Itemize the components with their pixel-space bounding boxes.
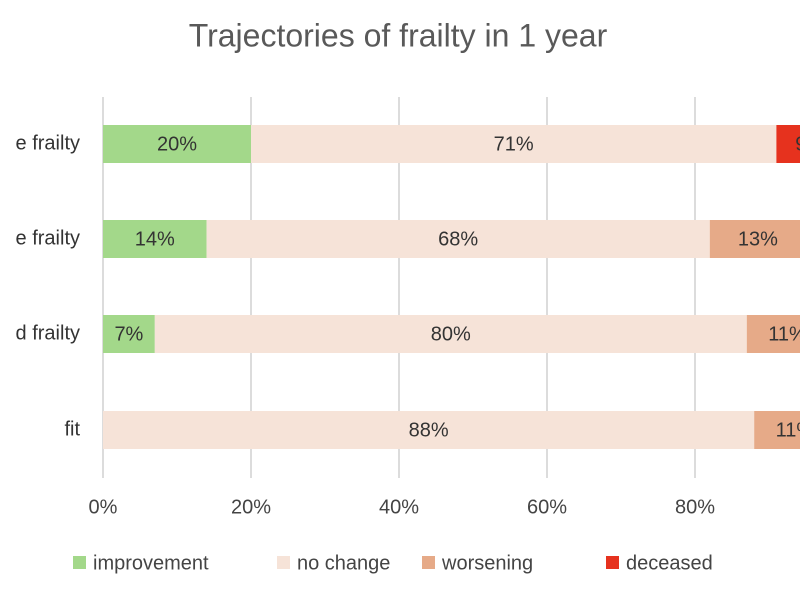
bar-segment <box>709 220 800 258</box>
bar-segment <box>754 411 800 449</box>
bar-segment <box>103 315 155 353</box>
bar-segment <box>251 125 777 163</box>
x-tick-label: 0% <box>89 496 118 518</box>
legend-label: improvement <box>93 552 209 574</box>
data-label: 68% <box>438 228 478 250</box>
y-tick-label: d frailty <box>16 322 80 344</box>
bar-segment <box>103 125 251 163</box>
bar-segment <box>103 411 755 449</box>
data-label: 13% <box>738 228 778 250</box>
legend-swatch <box>606 556 619 569</box>
y-tick-label: e frailty <box>16 132 80 154</box>
data-label: 7% <box>114 323 143 345</box>
y-tick-label: e frailty <box>16 227 80 249</box>
bar-segment <box>776 125 800 163</box>
legend-label: no change <box>297 552 390 574</box>
x-tick-label: 40% <box>379 496 419 518</box>
data-label: 71% <box>494 133 534 155</box>
data-label: 9% <box>795 133 800 155</box>
y-tick-label: fit <box>64 418 80 440</box>
legend-label: worsening <box>441 552 533 574</box>
x-tick-label: 20% <box>231 496 271 518</box>
bar-segment <box>206 220 710 258</box>
bar-segment <box>746 315 800 353</box>
legend-swatch <box>422 556 435 569</box>
legend-label: deceased <box>626 552 713 574</box>
data-label: 80% <box>431 323 471 345</box>
bar-segment <box>154 315 747 353</box>
x-tick-label: 60% <box>527 496 567 518</box>
legend-swatch <box>277 556 290 569</box>
data-label: 14% <box>135 228 175 250</box>
legend-swatch <box>73 556 86 569</box>
data-label: 20% <box>157 133 197 155</box>
data-label: 11% <box>768 323 800 345</box>
data-label: 88% <box>409 419 449 441</box>
chart-title: Trajectories of frailty in 1 year <box>189 17 608 53</box>
x-tick-label: 80% <box>675 496 715 518</box>
data-label: 11% <box>776 419 800 441</box>
bar-segment <box>103 220 207 258</box>
